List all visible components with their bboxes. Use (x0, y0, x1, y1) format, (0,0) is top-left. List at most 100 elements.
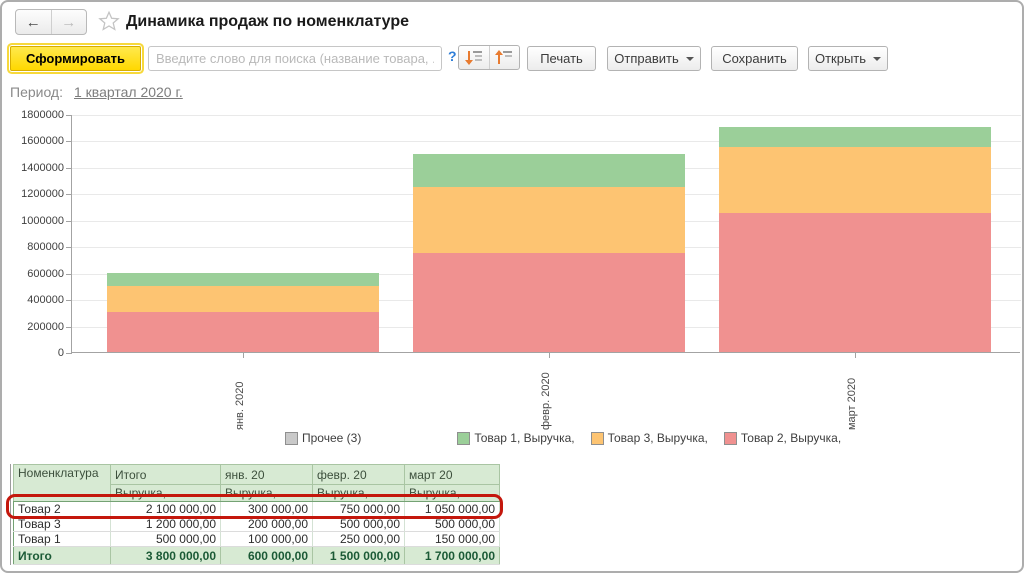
legend-label: Прочее (3) (302, 431, 362, 445)
x-axis-tick-label: янв. 2020 (234, 381, 246, 430)
y-axis-tick-label: 600000 (27, 268, 64, 280)
column-header[interactable]: Итого (110, 464, 221, 485)
bar-segment[interactable] (719, 127, 991, 148)
bar-segment[interactable] (719, 213, 991, 352)
y-axis-tick (66, 353, 72, 354)
total-label-cell: Итого (13, 546, 111, 565)
legend-swatch (723, 431, 737, 445)
value-cell[interactable]: 500 000,00 (110, 531, 221, 547)
chevron-down-icon (685, 56, 694, 61)
legend-item[interactable]: Товар 3, Выручка, (590, 431, 708, 445)
y-axis-tick-label: 1400000 (21, 162, 64, 174)
report-table: Номенклатура Итого янв. 20 февр. 20 март 20 В… (13, 464, 500, 565)
print-button[interactable]: Печать (527, 46, 596, 71)
generate-button[interactable]: Сформировать (10, 46, 141, 71)
bar-segment[interactable] (719, 147, 991, 214)
legend-label: Товар 3, Выручка, (607, 431, 708, 445)
back-button[interactable]: ← (16, 10, 52, 34)
column-subheader[interactable]: Выручка, (220, 484, 313, 502)
value-cell[interactable]: 2 100 000,00 (110, 501, 221, 517)
group-toggle-button-group (458, 45, 520, 70)
help-icon[interactable]: ? (448, 48, 457, 64)
column-header[interactable]: февр. 20 (312, 464, 405, 485)
y-axis-tick-label: 400000 (27, 294, 64, 306)
total-value-cell[interactable]: 3 800 000,00 (110, 546, 221, 565)
bar-segment[interactable] (107, 285, 379, 313)
bar-segment[interactable] (413, 186, 685, 253)
x-axis-tick-label: март 2020 (846, 377, 858, 430)
legend-swatch (285, 431, 298, 445)
gridline (72, 141, 1021, 142)
open-button[interactable]: Открыть (808, 46, 888, 71)
collapse-groups-button[interactable] (490, 46, 520, 69)
send-button[interactable]: Отправить (607, 46, 701, 71)
save-button[interactable]: Сохранить (711, 46, 798, 71)
y-axis-tick (66, 327, 72, 328)
arrow-left-icon: ← (25, 13, 41, 31)
value-cell[interactable]: 300 000,00 (220, 501, 313, 517)
row-name-cell[interactable]: Товар 2 (13, 501, 111, 517)
value-cell[interactable]: 750 000,00 (312, 501, 405, 517)
bar-2[interactable] (413, 153, 685, 352)
value-cell[interactable]: 200 000,00 (220, 516, 313, 532)
y-axis-tick-label: 0 (57, 347, 64, 359)
expand-groups-button[interactable] (459, 46, 490, 69)
total-value-cell[interactable]: 1 500 000,00 (312, 546, 405, 565)
expand-groups-icon (464, 51, 482, 65)
y-axis-tick (66, 300, 72, 301)
legend-item[interactable]: Товар 1, Выручка, (457, 431, 575, 445)
chart-legend: Прочее (3) Товар 1, Выручка, Товар 3, Выру… (285, 431, 857, 445)
legend-label: Товар 1, Выручка, (474, 431, 575, 445)
value-cell[interactable]: 500 000,00 (404, 516, 500, 532)
nav-button-group: ← → (15, 9, 87, 35)
y-axis-tick-label: 800000 (27, 241, 64, 253)
bar-segment[interactable] (413, 252, 685, 352)
bar-segment[interactable] (107, 312, 379, 352)
y-axis-tick-label: 1600000 (21, 135, 64, 147)
column-subheader[interactable]: Выручка, (110, 484, 221, 502)
column-header[interactable]: Номенклатура (13, 464, 111, 502)
column-header[interactable]: янв. 20 (220, 464, 313, 485)
report-table-wrap: Номенклатура Итого янв. 20 февр. 20 март 20 В… (10, 464, 500, 565)
value-cell[interactable]: 150 000,00 (404, 531, 500, 547)
row-name-cell[interactable]: Товар 1 (13, 531, 111, 547)
arrow-right-icon: → (61, 13, 77, 31)
gridline (72, 115, 1021, 116)
legend-item[interactable]: Прочее (3) (285, 431, 361, 445)
bar-segment[interactable] (413, 153, 685, 187)
value-cell[interactable]: 100 000,00 (220, 531, 313, 547)
value-cell[interactable]: 1 050 000,00 (404, 501, 500, 517)
page-title: Динамика продаж по номенклатуре (126, 13, 410, 30)
y-axis-tick-label: 1200000 (21, 188, 64, 200)
bar-1[interactable] (107, 272, 379, 352)
column-header[interactable]: март 20 (404, 464, 500, 485)
column-subheader[interactable]: Выручка, (404, 484, 500, 502)
total-value-cell[interactable]: 600 000,00 (220, 546, 313, 565)
legend-swatch (590, 431, 604, 445)
total-row[interactable]: Итого 3 800 000,00 600 000,00 1 500 000,00 1… (13, 546, 500, 565)
favorite-star-icon[interactable] (98, 10, 120, 32)
value-cell[interactable]: 500 000,00 (312, 516, 405, 532)
plot-area (66, 115, 1021, 358)
value-cell[interactable]: 250 000,00 (312, 531, 405, 547)
search-input[interactable] (148, 46, 442, 71)
legend-item[interactable]: Товар 2, Выручка, (723, 431, 841, 445)
forward-button[interactable]: → (52, 10, 87, 34)
bar-3[interactable] (719, 127, 991, 352)
row-name-cell[interactable]: Товар 3 (13, 516, 111, 532)
period-link[interactable]: 1 квартал 2020 г. (74, 84, 183, 100)
x-axis-tick (855, 353, 856, 358)
collapse-groups-icon (495, 50, 513, 64)
table-row[interactable]: Товар 1 500 000,00 100 000,00 250 000,00 150… (13, 531, 500, 547)
column-subheader[interactable]: Выручка, (312, 484, 405, 502)
y-axis-tick (66, 141, 72, 142)
y-axis-tick-label: 1000000 (21, 215, 64, 227)
value-cell[interactable]: 1 200 000,00 (110, 516, 221, 532)
y-axis-tick (66, 115, 72, 116)
bar-segment[interactable] (107, 272, 379, 286)
y-axis-tick (66, 221, 72, 222)
y-axis-tick (66, 168, 72, 169)
total-value-cell[interactable]: 1 700 000,00 (404, 546, 500, 565)
